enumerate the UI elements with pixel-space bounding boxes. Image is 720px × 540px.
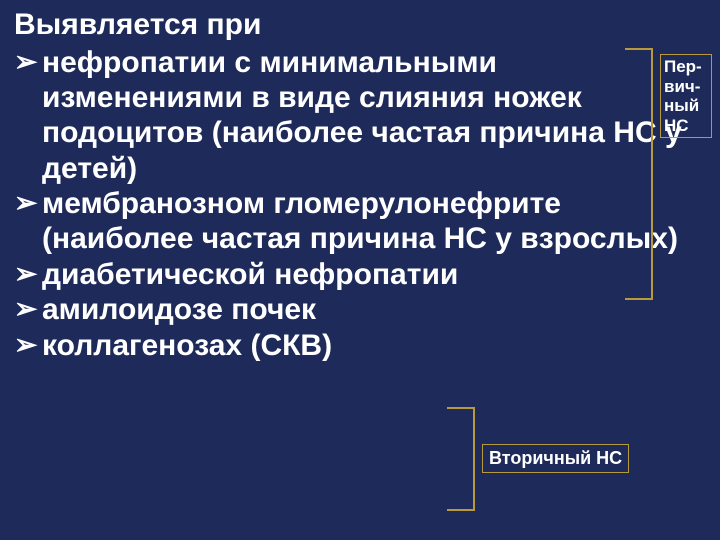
bullet-text: коллагенозах (СКВ)	[42, 329, 332, 362]
label-primary-ns: Пер-вич-ный НС	[660, 54, 712, 138]
bullet-text: диабетической нефропатии	[42, 258, 458, 291]
slide-heading: Выявляется при	[14, 8, 706, 43]
bullet-text: мембранозном гломерулонефрите (наиболее …	[42, 187, 678, 255]
slide-content: Выявляется при ➢ нефропатии с минимальны…	[0, 0, 720, 371]
list-item: ➢ диабетической нефропатии	[14, 257, 706, 292]
bullet-list: ➢ нефропатии с минимальными изменениями …	[14, 45, 706, 364]
list-item: ➢ амилоидозе почек	[14, 292, 706, 327]
bullet-text: нефропатии с минимальными изменениями в …	[42, 46, 682, 185]
bullet-text: амилоидозе почек	[42, 293, 316, 326]
label-secondary-ns: Вторичный НС	[482, 444, 629, 473]
list-item: ➢ нефропатии с минимальными изменениями …	[14, 45, 706, 187]
list-item: ➢ мембранозном гломерулонефрите (наиболе…	[14, 186, 706, 257]
bullet-icon: ➢	[14, 257, 37, 290]
bullet-icon: ➢	[14, 186, 37, 219]
list-item: ➢ коллагенозах (СКВ)	[14, 328, 706, 363]
bracket-primary	[625, 48, 653, 300]
bracket-secondary	[447, 407, 475, 511]
bullet-icon: ➢	[14, 45, 37, 78]
bullet-icon: ➢	[14, 328, 37, 361]
bullet-icon: ➢	[14, 292, 37, 325]
